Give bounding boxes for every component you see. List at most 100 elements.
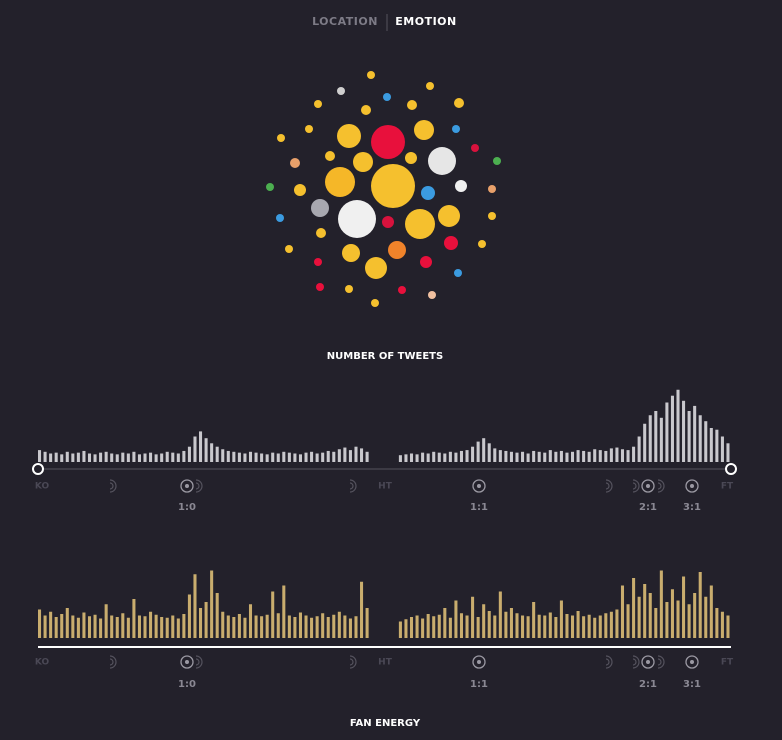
bar bbox=[326, 450, 330, 462]
emoji bbox=[337, 124, 361, 148]
timeline-label: KO bbox=[35, 482, 50, 492]
bar bbox=[709, 428, 713, 462]
sound-icon bbox=[109, 479, 117, 493]
emoji bbox=[342, 244, 360, 262]
bar bbox=[160, 453, 164, 462]
emoji bbox=[426, 82, 434, 90]
emoji bbox=[488, 185, 496, 193]
nav-tab[interactable]: LOCATION bbox=[312, 15, 378, 28]
bar bbox=[504, 611, 508, 638]
bar bbox=[321, 452, 325, 462]
bar bbox=[615, 609, 619, 638]
bar bbox=[454, 600, 458, 638]
bar bbox=[271, 591, 275, 638]
bar bbox=[620, 585, 625, 638]
bar bbox=[687, 604, 691, 638]
bar bbox=[726, 615, 730, 638]
bar bbox=[248, 604, 253, 638]
timeline-label: KO bbox=[35, 658, 50, 668]
bar bbox=[93, 614, 97, 638]
bar bbox=[110, 615, 114, 638]
bar bbox=[171, 615, 175, 638]
bar bbox=[93, 454, 97, 462]
bar bbox=[110, 453, 114, 462]
emoji bbox=[405, 209, 435, 239]
bar bbox=[199, 608, 203, 638]
emoji bbox=[276, 214, 284, 222]
bar bbox=[704, 421, 708, 462]
bar bbox=[182, 614, 186, 638]
emoji bbox=[488, 212, 496, 220]
emoji bbox=[353, 152, 373, 172]
bar bbox=[143, 453, 147, 462]
bar bbox=[360, 581, 364, 638]
bar bbox=[437, 614, 441, 638]
sound-icon bbox=[632, 658, 637, 666]
bar bbox=[193, 574, 197, 638]
sound-icon bbox=[657, 479, 665, 493]
sound-icon bbox=[605, 655, 613, 669]
bar bbox=[132, 451, 136, 462]
emoji bbox=[454, 98, 464, 108]
scrubber-handle[interactable] bbox=[725, 463, 737, 475]
nav-tab[interactable]: EMOTION bbox=[395, 15, 456, 28]
bar bbox=[121, 613, 125, 638]
bar bbox=[165, 451, 169, 462]
bar bbox=[509, 608, 513, 638]
ball-icon bbox=[180, 479, 194, 493]
bar bbox=[554, 451, 558, 462]
bar bbox=[448, 617, 452, 638]
bar bbox=[54, 617, 58, 638]
goal-score: 1:0 bbox=[178, 679, 196, 690]
bar bbox=[232, 617, 236, 638]
bar bbox=[415, 615, 419, 638]
ball-icon-center bbox=[477, 660, 481, 664]
emoji bbox=[428, 291, 436, 299]
bar bbox=[654, 411, 658, 462]
bar bbox=[337, 449, 341, 462]
bar bbox=[321, 613, 325, 638]
bar bbox=[60, 614, 64, 638]
bar bbox=[432, 616, 436, 638]
bar bbox=[521, 615, 525, 638]
emoji bbox=[290, 158, 300, 168]
goal-score: 2:1 bbox=[639, 679, 657, 690]
bar bbox=[693, 593, 697, 638]
scrubber-handle[interactable] bbox=[32, 463, 44, 475]
bar bbox=[199, 431, 203, 462]
bar bbox=[493, 448, 497, 462]
bar bbox=[626, 450, 630, 462]
emoji-cloud bbox=[266, 71, 501, 307]
emoji bbox=[365, 257, 387, 279]
bar bbox=[620, 449, 625, 462]
emoji bbox=[388, 241, 406, 259]
bar bbox=[609, 448, 613, 462]
bar bbox=[115, 617, 119, 638]
goal-score: 3:1 bbox=[683, 679, 701, 690]
bar bbox=[426, 614, 430, 638]
emoji bbox=[471, 144, 479, 152]
bar bbox=[298, 454, 302, 462]
emoji bbox=[325, 151, 335, 161]
bar bbox=[415, 454, 419, 462]
bar bbox=[38, 609, 42, 638]
bar bbox=[121, 452, 125, 462]
bar bbox=[659, 570, 663, 638]
bar bbox=[482, 438, 486, 462]
ball-icon bbox=[641, 655, 655, 669]
bar bbox=[615, 447, 619, 462]
bar bbox=[187, 446, 191, 462]
bar bbox=[609, 611, 613, 638]
bar bbox=[187, 594, 191, 638]
bar bbox=[104, 604, 108, 638]
emoji bbox=[314, 258, 322, 266]
bar bbox=[76, 617, 80, 638]
bar bbox=[648, 415, 652, 462]
bar bbox=[409, 617, 414, 638]
goal-score: 1:1 bbox=[470, 502, 488, 513]
emoji bbox=[382, 216, 394, 228]
bar bbox=[182, 450, 186, 462]
bar bbox=[154, 454, 158, 462]
bar bbox=[582, 616, 586, 638]
